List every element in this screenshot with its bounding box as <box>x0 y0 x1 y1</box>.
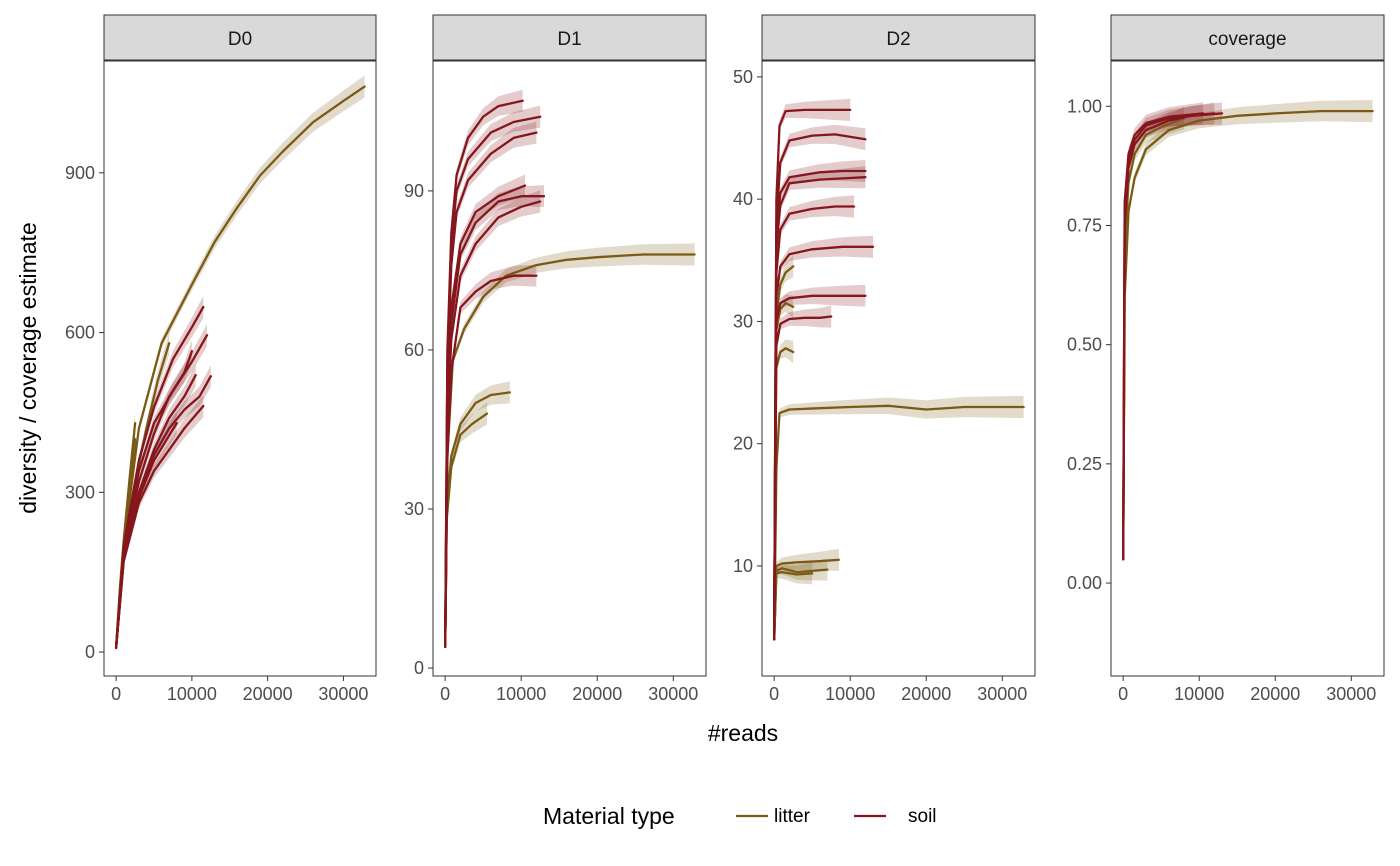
series-soil-7 <box>773 108 852 641</box>
plot-area <box>1122 100 1374 562</box>
panel-border <box>1110 60 1385 677</box>
y-tick-label: 90 <box>404 181 424 201</box>
plot-area <box>773 98 1025 642</box>
x-tick-label: 10000 <box>825 684 875 704</box>
y-tick-label: 20 <box>733 434 753 454</box>
facet-strip <box>1110 14 1385 61</box>
y-tick-label: 60 <box>404 340 424 360</box>
x-tick-label: 10000 <box>167 684 217 704</box>
facet-coverage: coverage 0.00 0.25 0.50 0.75 1.00 0 10000 20000 3… <box>1067 14 1385 704</box>
x-tick-label: 20000 <box>243 684 293 704</box>
plot-area <box>114 75 366 651</box>
facet-D2: D2 10 20 30 40 50 0 10000 20000 30000 <box>733 14 1036 704</box>
legend-label-soil: soil <box>908 806 937 827</box>
y-tick-label: 50 <box>733 67 753 87</box>
facet-strip-label: coverage <box>1208 29 1286 50</box>
y-tick-label: 0 <box>85 642 95 662</box>
series-soil-14 <box>773 315 833 641</box>
panel-background <box>104 61 376 676</box>
x-axis-title: #reads <box>708 720 778 746</box>
facet-strip <box>432 14 707 61</box>
panel-background <box>433 61 706 676</box>
facet-D0: D0 0 300 600 900 0 10000 20000 30000 <box>65 14 377 704</box>
y-tick-label: 30 <box>733 311 753 331</box>
y-tick-label: 0 <box>414 658 424 678</box>
x-tick-label: 0 <box>1118 684 1128 704</box>
y-tick-label: 30 <box>404 499 424 519</box>
y-tick-label: 40 <box>733 189 753 209</box>
y-tick-label: 0.75 <box>1067 215 1102 235</box>
y-tick-label: 10 <box>733 556 753 576</box>
x-tick-label: 20000 <box>901 684 951 704</box>
series-soil-13 <box>773 294 867 641</box>
series-soil-6 <box>114 350 194 649</box>
x-tick-label: 10000 <box>1174 684 1224 704</box>
ribbon-soil-4 <box>116 295 204 651</box>
facet-strip-label: D0 <box>228 29 252 50</box>
facet-strip-label: D1 <box>557 29 581 50</box>
y-tick-label: 0.25 <box>1067 454 1102 474</box>
x-tick-label: 30000 <box>1326 684 1376 704</box>
y-tick-label: 600 <box>65 323 95 343</box>
x-tick-label: 0 <box>440 684 450 704</box>
series-soil-12 <box>773 245 875 641</box>
series-litter-0 <box>1122 109 1374 561</box>
x-tick-label: 20000 <box>572 684 622 704</box>
ribbon-litter-1 <box>774 548 839 642</box>
x-tick-label: 30000 <box>648 684 698 704</box>
x-tick-label: 30000 <box>318 684 368 704</box>
y-tick-label: 900 <box>65 163 95 183</box>
ribbon-soil-7 <box>116 364 196 651</box>
panel-border <box>103 60 377 677</box>
x-tick-label: 0 <box>769 684 779 704</box>
x-tick-label: 10000 <box>496 684 546 704</box>
series-soil-8 <box>444 200 542 648</box>
plot-area <box>444 89 696 650</box>
panel-border <box>761 60 1036 677</box>
ribbon-soil-9 <box>116 412 177 651</box>
series-litter-0 <box>114 85 366 649</box>
series-soil-10 <box>773 176 867 641</box>
panel-border <box>432 60 707 677</box>
y-tick-label: 0.00 <box>1067 573 1102 593</box>
x-tick-label: 20000 <box>1250 684 1300 704</box>
x-tick-label: 0 <box>111 684 121 704</box>
ribbon-litter-2 <box>774 558 828 642</box>
series-soil-11 <box>773 205 856 641</box>
ribbon-litter-3 <box>774 562 813 642</box>
legend: Material type litter soil <box>543 803 937 829</box>
y-tick-label: 1.00 <box>1067 96 1102 116</box>
legend-label-litter: litter <box>774 806 811 827</box>
facet-strip <box>761 14 1036 61</box>
facet-strip <box>103 14 377 61</box>
facet-D1: D1 0 30 60 90 0 10000 20000 30000 <box>404 14 707 704</box>
ribbon-soil-5 <box>116 324 207 651</box>
y-tick-label: 0.50 <box>1067 335 1102 355</box>
y-axis-title: diversity / coverage estimate <box>15 222 41 513</box>
series-soil-5 <box>444 131 538 648</box>
y-tick-label: 300 <box>65 482 95 502</box>
x-tick-label: 30000 <box>977 684 1027 704</box>
series-soil-10 <box>114 404 205 649</box>
legend-title: Material type <box>543 803 675 829</box>
panel-background <box>1111 61 1384 676</box>
series-soil-9 <box>444 274 538 648</box>
facet-strip-label: D2 <box>886 29 910 50</box>
series-litter-0 <box>773 404 1025 641</box>
series-soil-4 <box>1122 112 1205 561</box>
